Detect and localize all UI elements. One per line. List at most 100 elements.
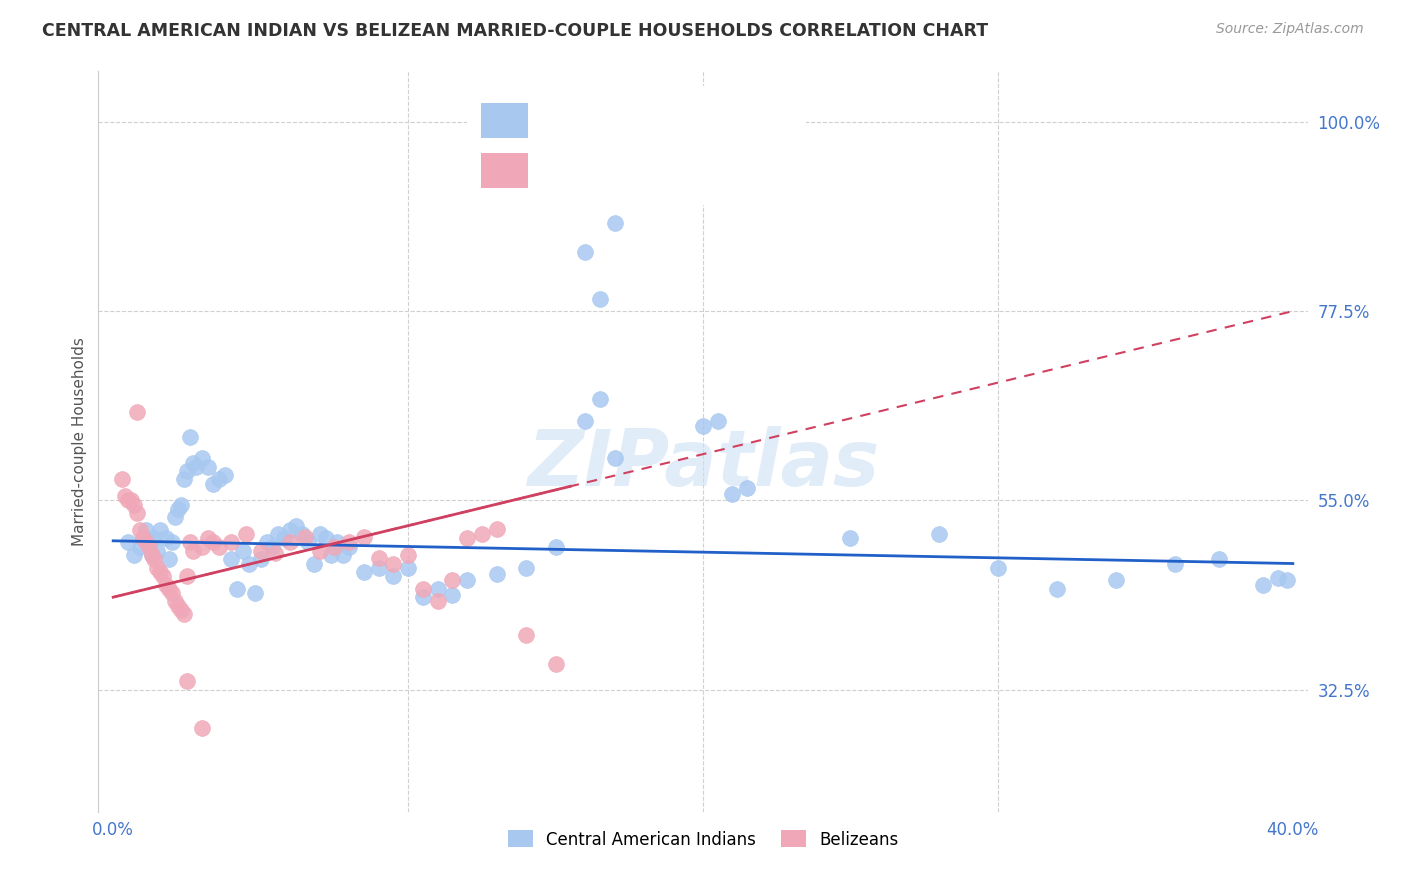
- Point: [122, 548, 145, 562]
- Point: [589, 392, 612, 407]
- Point: [208, 472, 231, 486]
- Point: [226, 582, 249, 596]
- Point: [190, 451, 212, 466]
- Point: [278, 535, 301, 549]
- Point: [135, 535, 157, 549]
- Point: [202, 535, 225, 549]
- Point: [396, 560, 419, 574]
- Point: [146, 544, 169, 558]
- Point: [122, 498, 145, 512]
- Text: ZIPatlas: ZIPatlas: [527, 425, 879, 502]
- Point: [321, 548, 343, 562]
- Point: [987, 560, 1010, 574]
- Point: [138, 540, 160, 554]
- Point: [149, 523, 172, 537]
- Point: [412, 590, 434, 604]
- Point: [1253, 577, 1275, 591]
- Point: [197, 459, 219, 474]
- Point: [294, 531, 316, 545]
- Point: [1105, 574, 1128, 588]
- Point: [1275, 574, 1298, 588]
- Point: [332, 548, 354, 562]
- Point: [544, 657, 567, 672]
- Point: [928, 527, 950, 541]
- Point: [190, 540, 212, 554]
- Legend: Central American Indians, Belizeans: Central American Indians, Belizeans: [501, 823, 905, 855]
- Point: [202, 476, 225, 491]
- Point: [353, 565, 375, 579]
- Point: [117, 535, 139, 549]
- Point: [337, 540, 360, 554]
- Point: [176, 464, 198, 478]
- Point: [143, 531, 166, 545]
- Point: [471, 527, 494, 541]
- Point: [308, 544, 330, 558]
- Point: [249, 544, 271, 558]
- Point: [426, 594, 449, 608]
- Point: [167, 501, 190, 516]
- Point: [157, 552, 180, 566]
- Point: [235, 527, 257, 541]
- Point: [297, 535, 319, 549]
- Point: [839, 531, 862, 545]
- Point: [111, 472, 134, 486]
- Point: [179, 430, 201, 444]
- Point: [197, 531, 219, 545]
- Point: [603, 216, 626, 230]
- Point: [515, 560, 537, 574]
- Point: [426, 582, 449, 596]
- Point: [176, 674, 198, 689]
- Point: [574, 245, 596, 260]
- Point: [706, 413, 728, 427]
- Point: [131, 531, 153, 545]
- Point: [1164, 557, 1187, 571]
- Point: [243, 586, 266, 600]
- Point: [589, 292, 612, 306]
- Point: [232, 544, 254, 558]
- Point: [160, 586, 183, 600]
- Y-axis label: Married-couple Households: Married-couple Households: [72, 337, 87, 546]
- Point: [485, 567, 508, 582]
- Point: [256, 535, 278, 549]
- Point: [128, 523, 150, 537]
- Point: [143, 552, 166, 566]
- Point: [128, 540, 150, 554]
- Point: [367, 550, 389, 565]
- Point: [291, 527, 314, 541]
- Point: [184, 459, 207, 474]
- Point: [165, 594, 187, 608]
- Point: [396, 548, 419, 562]
- Text: CENTRAL AMERICAN INDIAN VS BELIZEAN MARRIED-COUPLE HOUSEHOLDS CORRELATION CHART: CENTRAL AMERICAN INDIAN VS BELIZEAN MARR…: [42, 22, 988, 40]
- Point: [146, 560, 169, 574]
- Point: [125, 405, 148, 419]
- Point: [157, 582, 180, 596]
- Point: [160, 535, 183, 549]
- Point: [238, 557, 260, 571]
- Point: [456, 574, 478, 588]
- Point: [173, 472, 195, 486]
- Point: [131, 531, 153, 545]
- Point: [141, 548, 163, 562]
- Point: [181, 544, 204, 558]
- Point: [412, 582, 434, 596]
- Point: [120, 493, 142, 508]
- Point: [138, 535, 160, 549]
- Point: [117, 493, 139, 508]
- Point: [114, 489, 136, 503]
- Point: [135, 523, 157, 537]
- Point: [367, 560, 389, 574]
- Point: [155, 531, 177, 545]
- Point: [1267, 571, 1289, 585]
- Point: [315, 531, 337, 545]
- Point: [179, 535, 201, 549]
- Point: [323, 540, 346, 554]
- Point: [170, 603, 193, 617]
- Point: [382, 557, 405, 571]
- Point: [692, 419, 714, 434]
- Point: [515, 628, 537, 642]
- Point: [441, 588, 464, 602]
- Point: [273, 531, 295, 545]
- Point: [485, 522, 508, 536]
- Point: [456, 531, 478, 545]
- Point: [285, 518, 308, 533]
